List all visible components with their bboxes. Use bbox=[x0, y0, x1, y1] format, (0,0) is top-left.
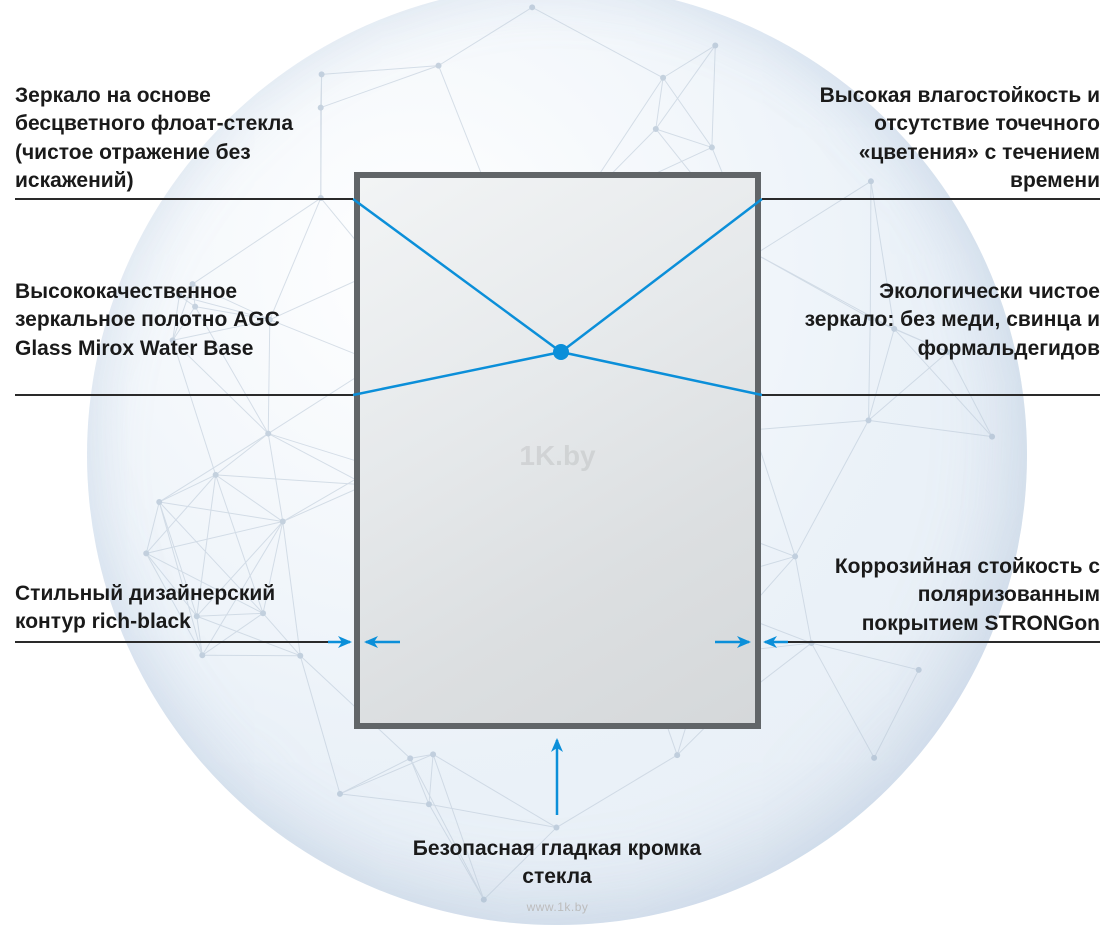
label-bot-left: Стильный дизайнерский контур rich-black bbox=[15, 580, 315, 637]
watermark-logo: 1K.by bbox=[519, 440, 595, 472]
label-mid-left: Высококачественное зеркальное полотно AG… bbox=[15, 278, 315, 363]
label-bot-right: Коррозийная стойкость с поляризованным п… bbox=[800, 553, 1100, 638]
label-top-right: Высокая влагостойкость и отсутствие точе… bbox=[800, 82, 1100, 195]
footer-watermark: www.1k.by bbox=[527, 900, 589, 914]
label-bottom: Безопасная гладкая кромка стекла bbox=[407, 835, 707, 892]
label-mid-right: Экологически чистое зеркало: без меди, с… bbox=[800, 278, 1100, 363]
label-top-left: Зеркало на основе бесцветного флоат-стек… bbox=[15, 82, 315, 195]
